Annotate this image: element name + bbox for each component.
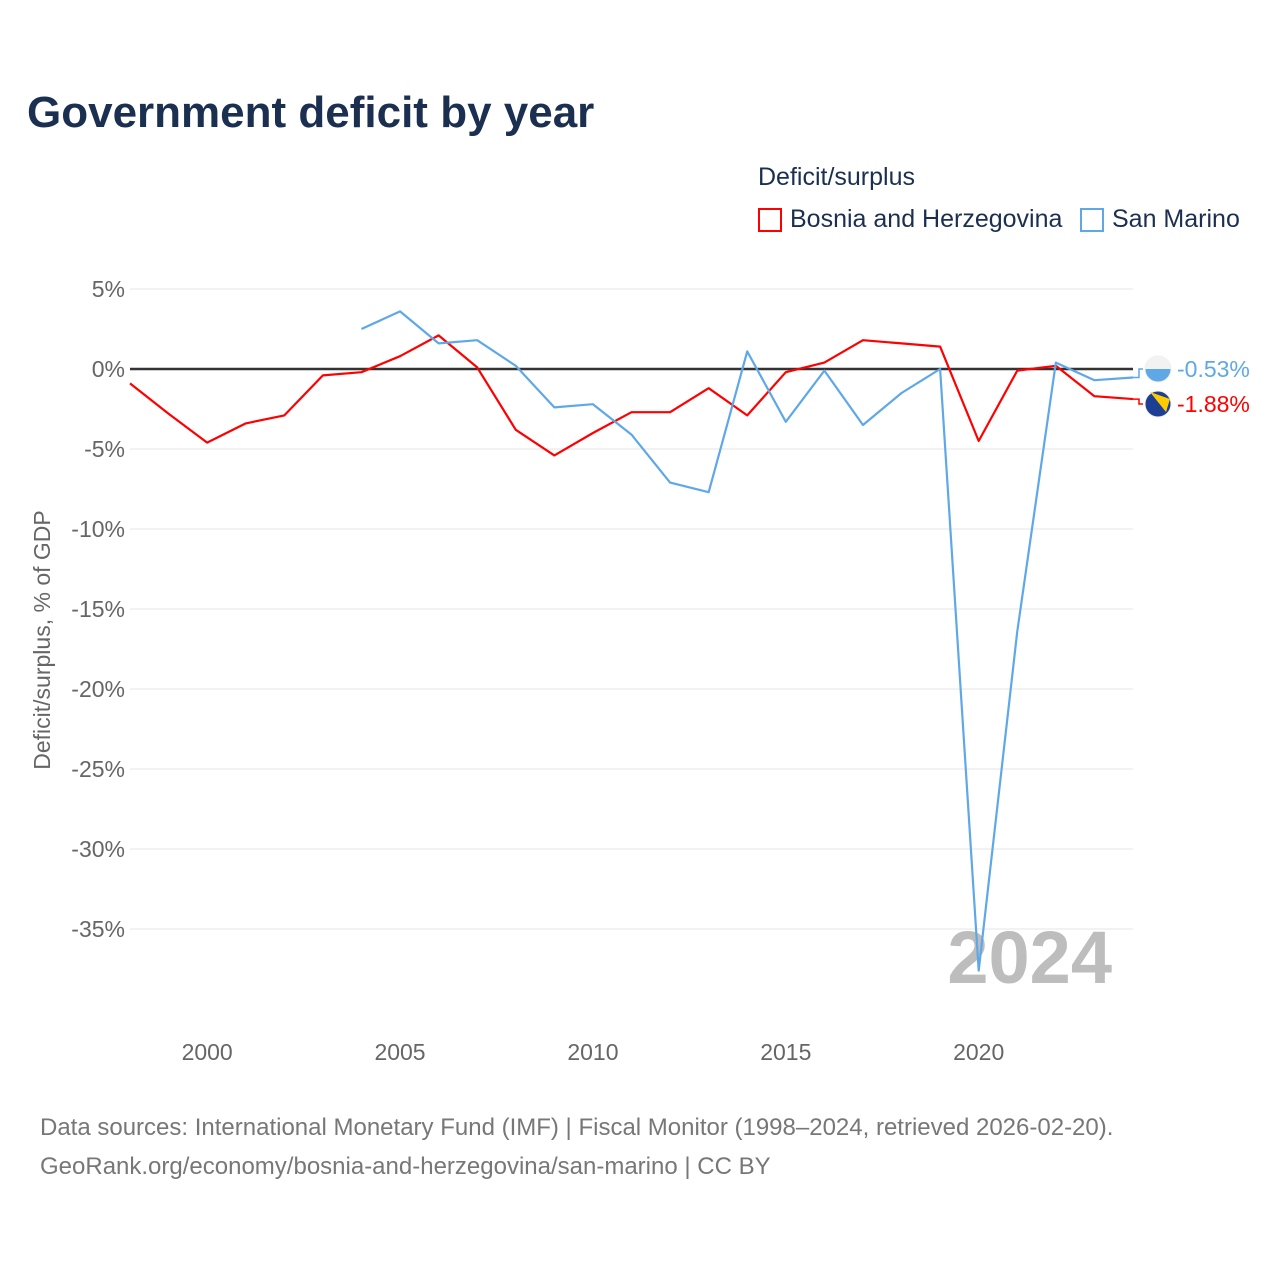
y-tick-label: -25% [71, 756, 125, 782]
end-value-label: -0.53% [1177, 356, 1250, 382]
chart-title: Government deficit by year [27, 88, 595, 137]
x-tick-label: 2005 [374, 1039, 425, 1065]
data-point [1015, 629, 1019, 633]
data-point [591, 431, 595, 435]
data-point [822, 369, 826, 373]
y-tick-label: 5% [92, 276, 125, 302]
legend-swatch [1080, 207, 1104, 232]
data-point [398, 309, 402, 313]
data-point [861, 338, 865, 342]
x-tick-label: 2000 [182, 1039, 233, 1065]
flag-detail [1145, 356, 1171, 369]
data-point [784, 420, 788, 424]
data-point [205, 441, 209, 445]
source-line-1: Data sources: International Monetary Fun… [40, 1114, 1114, 1141]
y-tick-label: -20% [71, 676, 125, 702]
legend-label: San Marino [1112, 205, 1240, 233]
data-point [668, 481, 672, 485]
label-connector [1133, 368, 1143, 379]
data-point [437, 333, 441, 337]
x-tick-label: 2010 [567, 1039, 618, 1065]
data-point [630, 410, 634, 414]
data-point [1054, 361, 1058, 365]
legend-item-san-marino[interactable]: San Marino [1080, 205, 1240, 234]
data-point [475, 338, 479, 342]
data-point [977, 969, 981, 973]
data-point [707, 386, 711, 390]
data-point [1092, 394, 1096, 398]
data-point [514, 364, 518, 368]
data-point [552, 453, 556, 457]
data-point [321, 373, 325, 377]
data-point [359, 327, 363, 331]
data-point [244, 421, 248, 425]
data-point [398, 354, 402, 358]
y-axis-label: Deficit/surplus, % of GDP [29, 510, 55, 769]
data-point [784, 370, 788, 374]
y-tick-label: -5% [84, 436, 125, 462]
legend-swatch [758, 207, 782, 232]
data-point [552, 405, 556, 409]
source-line-2[interactable]: GeoRank.org/economy/bosnia-and-herzegovi… [40, 1153, 771, 1180]
data-point [900, 341, 904, 345]
series-line-bosnia [129, 334, 1134, 457]
y-tick-label: -30% [71, 836, 125, 862]
data-point [630, 433, 634, 437]
data-point [282, 413, 286, 417]
flag-detail [1150, 392, 1170, 412]
data-point [591, 402, 595, 406]
data-point [475, 365, 479, 369]
legend-item-bosnia[interactable]: Bosnia and Herzegovina [758, 205, 1062, 234]
year-watermark: 2024 [947, 916, 1112, 999]
data-point [745, 349, 749, 353]
y-tick-label: -10% [71, 516, 125, 542]
data-point [128, 381, 132, 385]
label-connector [1133, 398, 1143, 405]
data-point [938, 367, 942, 371]
data-point [977, 439, 981, 443]
legend-title: Deficit/surplus [758, 163, 915, 191]
y-tick-label: -35% [71, 916, 125, 942]
source-note: Data sources: International Monetary Fun… [40, 1108, 1113, 1186]
end-value-label: -1.88% [1177, 391, 1250, 417]
data-point [167, 412, 171, 416]
data-point [822, 361, 826, 365]
data-point [1015, 369, 1019, 373]
data-point [437, 341, 441, 345]
data-point [861, 423, 865, 427]
data-point [359, 370, 363, 374]
data-point [707, 490, 711, 494]
data-point [668, 410, 672, 414]
x-tick-label: 2020 [953, 1039, 1004, 1065]
y-tick-label: 0% [92, 356, 125, 382]
series-line-san-marino [361, 310, 1134, 972]
y-tick-label: -15% [71, 596, 125, 622]
data-point [514, 428, 518, 432]
x-tick-label: 2015 [760, 1039, 811, 1065]
data-point [900, 391, 904, 395]
data-point [745, 413, 749, 417]
data-point [1092, 378, 1096, 382]
data-point [938, 345, 942, 349]
legend-label: Bosnia and Herzegovina [790, 205, 1063, 233]
